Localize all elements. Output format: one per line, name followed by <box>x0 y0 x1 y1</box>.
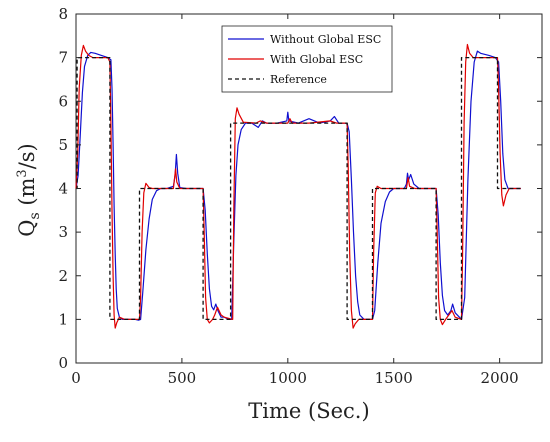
y-tick-label: 5 <box>58 136 68 154</box>
series-line-reference <box>76 56 521 321</box>
x-tick-label: 1000 <box>269 369 307 387</box>
x-axis-label: Time (Sec.) <box>248 399 369 423</box>
y-axis-label-sub: s <box>27 212 43 219</box>
y-axis-label-unit-close: /s) <box>15 143 39 169</box>
y-axis-label-unit-open: (m <box>15 177 39 212</box>
y-tick-label: 1 <box>58 310 68 328</box>
x-tick-label: 2000 <box>481 369 519 387</box>
x-tick-label: 1500 <box>375 369 413 387</box>
y-tick-label: 0 <box>58 354 68 372</box>
x-tick-label: 0 <box>71 369 81 387</box>
y-tick-label: 4 <box>58 180 68 198</box>
x-tick-label: 500 <box>168 369 197 387</box>
y-axis-label-unit-sup: 3 <box>15 169 30 177</box>
legend: Without Global ESC With Global ESC Refer… <box>221 25 393 93</box>
y-axis-label-main: Q <box>15 220 39 237</box>
legend-label-reference: Reference <box>270 73 327 86</box>
y-tick-label: 6 <box>58 92 68 110</box>
y-tick-label: 8 <box>58 5 68 23</box>
legend-label-with-esc: With Global ESC <box>270 53 363 66</box>
y-tick-label: 7 <box>58 49 68 67</box>
y-tick-label: 3 <box>58 223 68 241</box>
series-layer <box>75 43 521 329</box>
ticks-layer: 0 500 1000 1500 2000 0 1 2 3 4 5 6 7 8 <box>58 5 542 387</box>
y-tick-label: 2 <box>58 267 68 285</box>
y-axis-label: Qs (m3/s) <box>15 143 43 237</box>
legend-label-without-esc: Without Global ESC <box>270 33 381 46</box>
